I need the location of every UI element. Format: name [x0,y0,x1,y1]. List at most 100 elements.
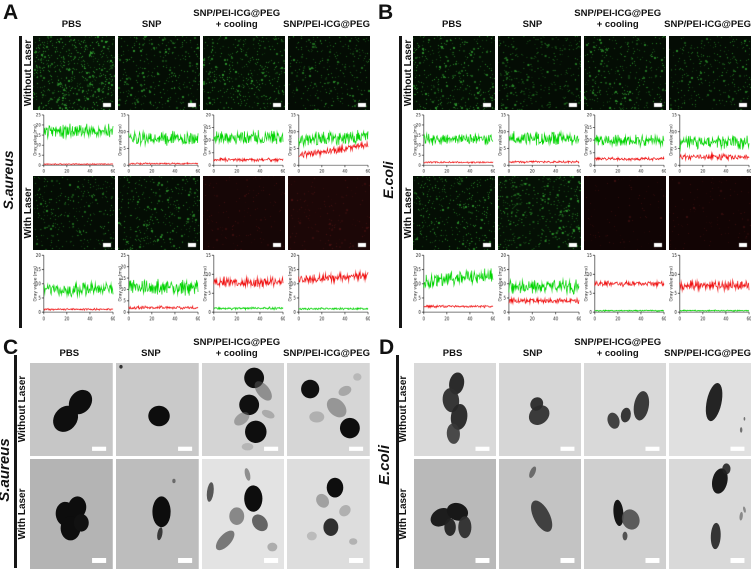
column-header-text: + cooling [596,19,639,31]
tem-micrograph [201,363,285,456]
tem-image-c-4 [287,363,370,456]
intensity-plot-a-3 [203,112,285,174]
tem-image-row [30,459,370,569]
gray-value-plot [668,252,751,322]
intensity-plot-a-4 [288,252,370,322]
column-header-text: + cooling [215,19,258,31]
tem-image-c-1 [30,363,113,456]
column-header-snp: SNP [494,337,571,362]
column-header-snp-pei-icg-peg-cooling: SNP/PEI-ICG@PEG + cooling [574,0,661,33]
tem-micrograph [669,363,751,456]
tem-micrograph [30,459,113,569]
intensity-plot-b-4 [668,252,751,322]
fluorescence-image-row [413,176,751,250]
fluorescence-image-row [33,36,370,110]
column-header-row: PBS SNP SNP/PEI-ICG@PEG + cooling SNP/PEI… [414,337,751,362]
column-header-snp-pei-icg-peg-cooling: SNP/PEI-ICG@PEG + cooling [574,337,661,362]
tem-image-d-4 [669,363,751,456]
fluorescence-image-b-3 [583,176,666,250]
gray-value-plot [668,112,751,174]
tem-micrograph [584,459,666,569]
column-header-text: SNP/PEI-ICG@PEG [283,19,370,31]
column-header-row: PBS SNP SNP/PEI-ICG@PEG + cooling SNP/PEI… [33,0,370,33]
fluorescence-micrograph [203,36,285,110]
row-label-without-laser: Without Laser [398,375,409,443]
panel-c-bracket [14,355,17,568]
intensity-plot-b-3 [583,112,666,174]
fluorescence-image-a-1 [33,176,115,250]
panel-d: D E.coli Without Laser With Laser PBS SN… [376,336,753,570]
intensity-plot-b-2 [498,112,581,174]
tem-image-d-3 [584,363,666,456]
gray-value-plot [33,112,115,174]
fluorescence-micrograph [288,36,370,110]
intensity-plot-a-1 [33,112,115,174]
fluorescence-micrograph [288,176,370,250]
organism-label-e-coli: E.coli [376,445,393,486]
gray-value-plot [413,252,496,322]
tem-image-c-3 [201,459,285,569]
column-header-text: PBS [442,19,462,31]
tem-image-row [414,363,751,456]
column-header-row: PBS SNP SNP/PEI-ICG@PEG + cooling SNP/PEI… [30,337,370,362]
fluorescence-micrograph [413,176,496,250]
column-header-row: PBS SNP SNP/PEI-ICG@PEG + cooling SNP/PEI… [413,0,751,33]
tem-image-d-1 [414,459,496,569]
fluorescence-micrograph [498,36,581,110]
column-header-snp-pei-icg-peg: SNP/PEI-ICG@PEG [664,337,751,362]
fluorescence-micrograph [668,36,751,110]
panel-c-letter: C [3,336,19,359]
tem-image-c-3 [201,363,285,456]
gray-value-plot [498,112,581,174]
tem-micrograph [115,363,199,456]
organism-label-s-aureus: S.aureus [0,150,16,210]
column-header-text: PBS [442,348,463,360]
intensity-plot-row [33,112,370,174]
row-label-with-laser: With Laser [398,488,409,540]
tem-micrograph [30,363,113,456]
intensity-plot-a-1 [33,252,115,322]
intensity-plot-row [33,252,370,322]
intensity-plot-b-2 [498,252,581,322]
column-header-snp-pei-icg-peg-cooling: SNP/PEI-ICG@PEG + cooling [193,0,280,33]
column-header-text: SNP/PEI-ICG@PEG [574,337,662,349]
fluorescence-micrograph [118,176,200,250]
fluorescence-micrograph [498,176,581,250]
gray-value-plot [583,252,666,322]
fluorescence-micrograph [413,36,496,110]
fluorescence-image-b-4 [668,176,751,250]
fluorescence-image-b-4 [668,36,751,110]
fluorescence-image-a-3 [203,176,285,250]
column-header-text: SNP/PEI-ICG@PEG [193,8,281,20]
gray-value-plot [118,252,200,322]
fluorescence-image-a-4 [288,36,370,110]
fluorescence-micrograph [33,36,115,110]
column-header-snp-pei-icg-peg-cooling: SNP/PEI-ICG@PEG + cooling [193,337,280,362]
column-header-text: SNP [141,348,161,360]
tem-image-row [414,459,751,569]
tem-micrograph [499,363,581,456]
tem-micrograph [669,459,751,569]
panel-d-letter: D [379,336,395,359]
tem-micrograph [115,459,199,569]
fluorescence-image-a-4 [288,176,370,250]
gray-value-plot [288,252,370,322]
column-header-text: PBS [59,348,80,360]
column-header-pbs: PBS [30,337,109,362]
tem-image-c-4 [287,459,370,569]
tem-image-d-2 [499,363,581,456]
fluorescence-image-a-2 [118,176,200,250]
column-header-text: SNP/PEI-ICG@PEG [574,8,662,20]
intensity-plot-b-3 [583,252,666,322]
organism-label-s-aureus: S.aureus [0,438,13,502]
organism-label-e-coli: E.coli [380,161,396,199]
intensity-plot-a-2 [118,112,200,174]
gray-value-plot [118,112,200,174]
tem-image-d-4 [669,459,751,569]
gray-value-plot [203,252,285,322]
panel-a: A S.aureus Without Laser With Laser PBS … [0,0,372,336]
fluorescence-image-a-2 [118,36,200,110]
column-header-snp-pei-icg-peg: SNP/PEI-ICG@PEG [283,337,370,362]
panel-d-bracket [396,355,399,568]
intensity-plot-a-4 [288,112,370,174]
